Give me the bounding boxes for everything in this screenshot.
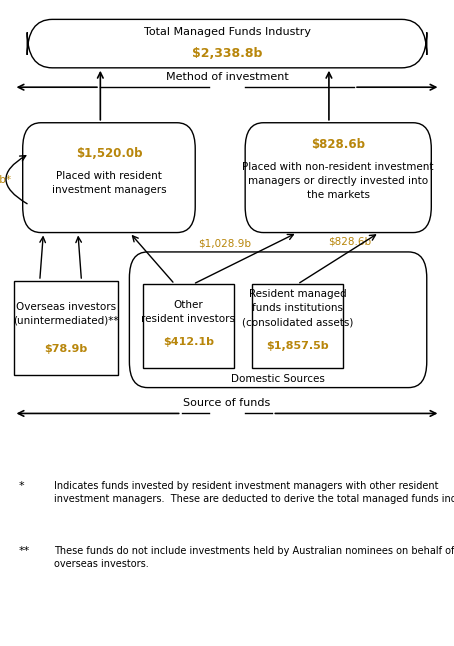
Text: **: **	[18, 546, 30, 556]
Text: Method of investment: Method of investment	[166, 72, 288, 82]
FancyBboxPatch shape	[27, 19, 427, 68]
Text: Other
resident investors: Other resident investors	[141, 300, 236, 324]
Bar	[252, 284, 343, 368]
FancyBboxPatch shape	[129, 252, 427, 388]
Text: Placed with non-resident investment
managers or directly invested into
the marke: Placed with non-resident investment mana…	[242, 162, 434, 200]
Text: $828.6b: $828.6b	[311, 138, 365, 151]
Text: Source of funds: Source of funds	[183, 399, 271, 408]
Bar	[143, 284, 234, 368]
Text: Placed with resident
investment managers: Placed with resident investment managers	[52, 171, 166, 195]
Text: *: *	[18, 481, 24, 491]
Text: $828.6b: $828.6b	[328, 237, 371, 247]
Text: Indicates funds invested by resident investment managers with other resident
inv: Indicates funds invested by resident inv…	[54, 481, 454, 505]
Text: Resident managed
funds institutions
(consolidated assets): Resident managed funds institutions (con…	[242, 289, 353, 327]
Text: $1,028.9b: $1,028.9b	[198, 239, 251, 249]
Text: These funds do not include investments held by Australian nominees on behalf of
: These funds do not include investments h…	[54, 546, 454, 569]
FancyBboxPatch shape	[23, 123, 195, 233]
Text: $1,520.0b: $1,520.0b	[76, 147, 142, 160]
Text: Total Managed Funds Industry: Total Managed Funds Industry	[143, 27, 311, 37]
Text: $78.9b: $78.9b	[44, 344, 88, 353]
Text: Domestic Sources: Domestic Sources	[231, 374, 325, 384]
Text: $9.8b*: $9.8b*	[0, 175, 11, 185]
Text: $1,857.5b: $1,857.5b	[266, 340, 329, 351]
Text: $412.1b: $412.1b	[163, 337, 214, 348]
Bar	[14, 281, 118, 375]
FancyBboxPatch shape	[245, 123, 431, 233]
Text: Overseas investors
(unintermediated)**: Overseas investors (unintermediated)**	[13, 302, 118, 326]
Text: $2,338.8b: $2,338.8b	[192, 47, 262, 61]
